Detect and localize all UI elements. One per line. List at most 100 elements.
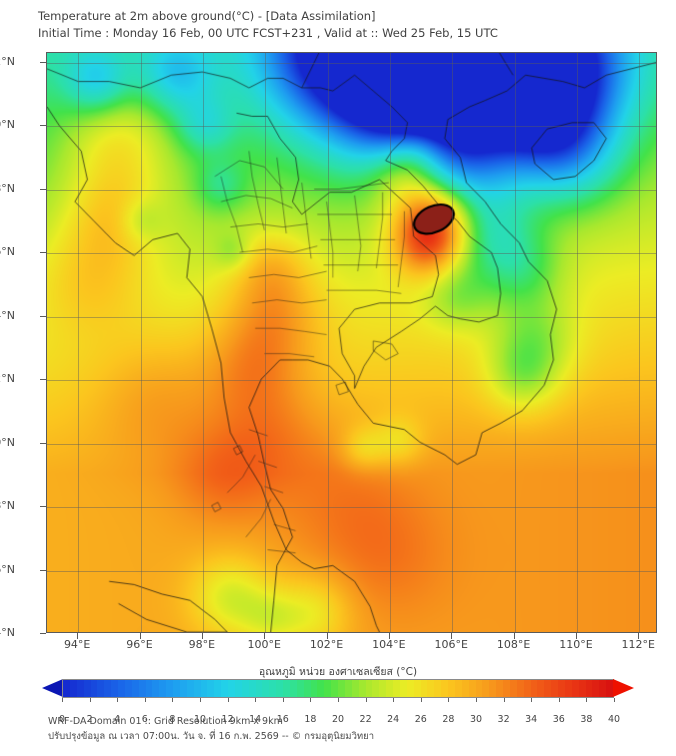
colorbar-tick-label: 40	[607, 714, 621, 725]
y-axis-tick-label: 14°N	[0, 308, 15, 322]
y-axis-tick-mark	[40, 506, 46, 507]
graticule-meridian	[78, 53, 80, 632]
colorbar-segment	[234, 680, 242, 697]
map-plot-area[interactable]	[46, 52, 657, 633]
colorbar-segment	[496, 680, 503, 697]
colorbar-tick-label: 24	[387, 714, 400, 725]
colorbar-segment	[145, 680, 153, 697]
colorbar-segment	[365, 680, 373, 697]
y-axis-tick-mark	[40, 379, 46, 380]
colorbar-segment	[159, 680, 167, 697]
graticule-meridian	[327, 53, 329, 632]
y-axis-tick-label: 6°N	[0, 562, 15, 576]
colorbar-segment	[406, 680, 414, 697]
colorbar-segment	[509, 680, 517, 697]
footer-update-info: ปรับปรุงข้อมูล ณ เวลา 07:00น. วัน จ. ที่…	[48, 731, 375, 742]
y-axis-tick-mark	[40, 569, 46, 571]
x-axis-tick-mark	[77, 633, 79, 639]
colorbar-tick-label: 8	[169, 714, 176, 725]
graticule-parallel	[47, 316, 656, 318]
colorbar-segment	[468, 680, 476, 697]
y-axis-tick-label: 8°N	[0, 499, 15, 512]
x-axis-tick-label: 112°E	[621, 638, 655, 651]
colorbar-tick-mark	[255, 698, 257, 702]
y-axis-tick-label: 4°N	[0, 626, 15, 639]
colorbar-segment	[386, 680, 393, 697]
colorbar-segment	[248, 680, 256, 697]
colorbar-segment	[592, 680, 600, 697]
graticule-parallel	[47, 507, 656, 508]
colorbar-tick-mark	[503, 698, 505, 702]
colorbar-segment	[585, 680, 593, 697]
colorbar-segment	[344, 680, 352, 697]
colorbar-segment	[558, 680, 565, 697]
colorbar-tick-label: 2	[86, 714, 93, 725]
colorbar-segment	[420, 680, 428, 697]
colorbar-segment	[131, 680, 139, 697]
colorbar-segment	[475, 680, 483, 697]
y-axis-tick-mark	[40, 125, 46, 127]
x-axis-tick-mark	[326, 633, 328, 639]
colorbar-tick-mark	[448, 698, 450, 702]
colorbar-segment	[530, 680, 538, 697]
x-axis-tick-label: 94°E	[63, 638, 91, 651]
colorbar-title: อุณหภูมิ หน่วย องศาเซลเซียส (°C)	[258, 666, 418, 678]
colorbar-segment	[351, 680, 359, 697]
y-axis-tick-mark	[40, 252, 46, 254]
colorbar-tick-label: 38	[580, 714, 593, 725]
colorbar-segment	[578, 680, 586, 697]
colorbar-segment	[358, 680, 366, 697]
x-axis-tick-mark	[638, 633, 640, 639]
graticule-meridian	[576, 53, 578, 632]
colorbar-tick-mark	[282, 698, 284, 702]
graticule-parallel	[47, 570, 656, 572]
y-axis-tick-label: 22°N	[0, 54, 15, 68]
graticule-parallel	[47, 62, 656, 64]
colorbar-tick-mark	[476, 698, 477, 702]
x-axis-tick-mark	[513, 633, 515, 639]
colorbar-tick-mark	[200, 698, 201, 702]
colorbar-segment	[571, 680, 579, 697]
figure-footer: WRF-DA Domain 01 :: Grid Resolution 9km …	[48, 714, 648, 744]
colorbar-tick-mark	[117, 698, 119, 702]
x-axis-tick-mark	[201, 633, 203, 639]
colorbar-extend-high-arrow-icon	[613, 679, 634, 697]
x-axis-tick-label: 104°E	[372, 638, 406, 651]
colorbar-tick-label: 0	[58, 714, 66, 725]
colorbar-segment	[399, 680, 407, 697]
colorbar-segment	[118, 680, 125, 697]
colorbar-segment	[83, 680, 91, 697]
colorbar-segment	[523, 680, 531, 697]
colorbar-segment	[503, 680, 510, 697]
x-axis-tick-mark	[451, 633, 453, 639]
colorbar-segment	[489, 680, 497, 697]
colorbar-tick-label: 14	[249, 714, 262, 725]
colorbar-tick-mark	[227, 698, 229, 702]
colorbar-segment	[427, 680, 435, 697]
figure-header: Temperature at 2m above ground(°C) - [Da…	[38, 8, 658, 42]
colorbar-tick-label: 10	[193, 714, 207, 725]
colorbar-gradient	[62, 679, 614, 698]
colorbar-tick-mark	[338, 698, 339, 702]
colorbar-segment	[544, 680, 552, 697]
graticule-parallel	[47, 380, 656, 381]
y-axis-tick-mark	[40, 315, 46, 317]
x-axis-tick-mark	[139, 633, 141, 639]
y-axis-tick-mark	[40, 188, 46, 190]
colorbar-segment	[448, 680, 455, 697]
colorbar-segment	[193, 680, 201, 697]
colorbar-segment	[276, 680, 283, 697]
colorbar-segment	[537, 680, 545, 697]
colorbar-tick-mark	[365, 698, 367, 702]
colorbar-tick-label: 18	[304, 714, 317, 725]
colorbar-tick-mark	[614, 698, 615, 702]
colorbar-tick-mark	[62, 698, 63, 702]
colorbar-tick-label: 22	[359, 714, 372, 725]
colorbar-segment	[338, 680, 345, 697]
colorbar-segment	[166, 680, 173, 697]
graticule-parallel	[47, 443, 656, 445]
colorbar-segment	[179, 680, 187, 697]
graticule-meridian	[140, 53, 142, 632]
graticule-meridian	[202, 53, 204, 632]
